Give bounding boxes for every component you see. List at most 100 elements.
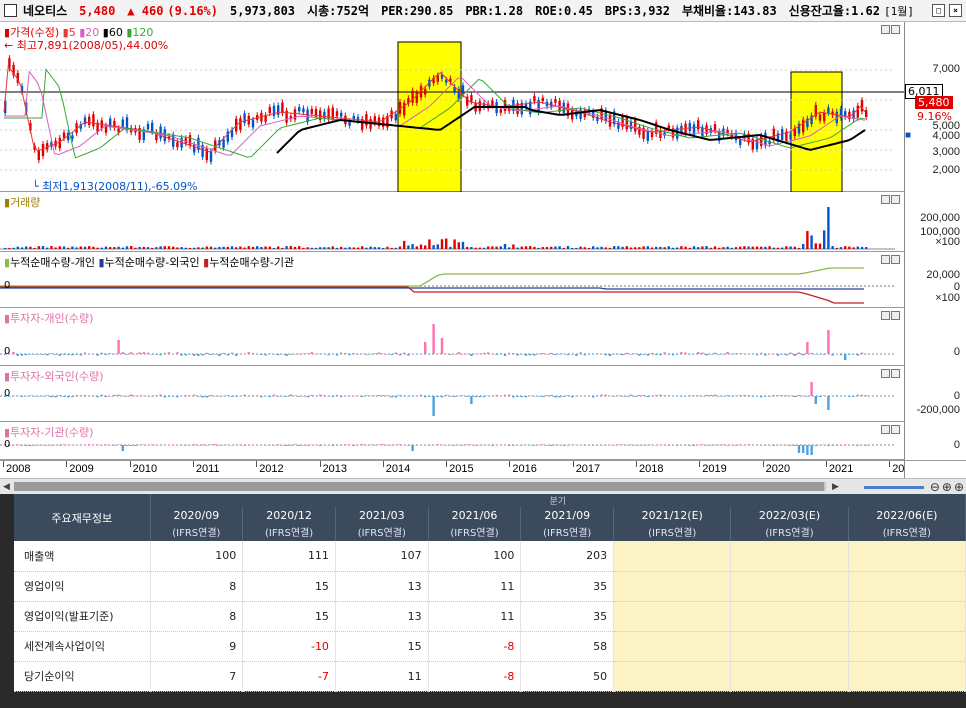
- investor-bar: [592, 354, 595, 355]
- investor-bar: [604, 445, 607, 446]
- zoom-slider[interactable]: [863, 485, 924, 489]
- candle: [403, 102, 406, 116]
- period-selector[interactable]: [1월]: [884, 4, 914, 18]
- table-cell: 58: [520, 631, 615, 662]
- investor-bar: [512, 396, 515, 398]
- investor-bar: [62, 396, 66, 397]
- volume-bar: [394, 247, 397, 249]
- chart-scrollbar[interactable]: ◀ ▶ ⊖ ⊕ ⊕: [0, 478, 966, 494]
- investor-bar: [323, 395, 326, 396]
- candle: [398, 101, 402, 114]
- investor-bar: [541, 353, 544, 354]
- x-tick-mark: [509, 461, 511, 467]
- candle: [285, 110, 288, 123]
- scroll-right-icon[interactable]: ▶: [832, 482, 839, 492]
- investor-bar: [272, 445, 276, 446]
- investor-bar: [394, 352, 397, 354]
- investor-bar: [865, 353, 868, 355]
- candle: [659, 130, 662, 139]
- investor-bar: [596, 353, 599, 354]
- investor-bar: [298, 353, 301, 355]
- pane-controls[interactable]: [881, 25, 900, 34]
- institution-pane-controls[interactable]: [881, 425, 900, 434]
- candle: [319, 110, 322, 120]
- investor-bar: [8, 353, 11, 355]
- investor-bar: [764, 396, 767, 397]
- column-header: 2021/09 (IFRS연결): [520, 507, 615, 541]
- volume-bar: [793, 246, 796, 249]
- individual-pane[interactable]: ▮투자자-개인(수량) 0: [0, 308, 904, 366]
- investor-bar: [230, 396, 234, 397]
- candle: [793, 127, 796, 137]
- stock-name[interactable]: 네오티스: [23, 4, 68, 18]
- volume-bar: [508, 247, 511, 249]
- investor-bar: [478, 445, 481, 446]
- investor-bar: [125, 354, 129, 355]
- investor-bar: [533, 396, 536, 397]
- volume-bar: [390, 247, 393, 249]
- candle: [79, 124, 82, 129]
- close-icon[interactable]: ×: [949, 4, 962, 17]
- row-label: 세전계속사업이익: [14, 631, 151, 662]
- volume-pane[interactable]: ▮거래량: [0, 192, 904, 252]
- candle: [205, 148, 208, 161]
- investor-bar: [545, 445, 549, 446]
- investor-bar: [436, 396, 439, 397]
- investor-bar: [159, 354, 162, 356]
- institution-pane[interactable]: ▮투자자-기관(수량) 0: [0, 422, 904, 460]
- investor-bar: [4, 396, 7, 398]
- price-pane[interactable]: ▮가격(수정) ▮5 ▮20 ▮60 ▮120 ← 최고7,891(2008/0…: [0, 22, 904, 193]
- volume-bar: [155, 247, 158, 249]
- investor-bar: [810, 352, 813, 354]
- zoom-in-icon[interactable]: ⊕: [941, 480, 952, 494]
- investor-bar: [667, 445, 670, 446]
- select-checkbox[interactable]: [4, 4, 17, 17]
- x-tick-mark: [572, 461, 574, 467]
- investor-bar: [445, 445, 448, 446]
- candle: [88, 116, 91, 125]
- investor-bar: [659, 354, 662, 356]
- investor-bar: [188, 354, 192, 355]
- zoom-out-icon[interactable]: ⊖: [929, 480, 940, 494]
- investor-bar: [722, 444, 725, 445]
- candle: [516, 103, 519, 115]
- investor-bar: [251, 395, 255, 396]
- investor-bar: [96, 354, 99, 356]
- investor-bar: [806, 342, 809, 354]
- volume-bar: [256, 246, 259, 249]
- investor-bar: [159, 394, 162, 396]
- scroll-left-icon[interactable]: ◀: [3, 482, 10, 492]
- candle: [503, 100, 507, 112]
- investor-bar: [58, 395, 61, 396]
- investor-bar: [4, 444, 7, 445]
- candle: [37, 150, 40, 161]
- individual-pane-controls[interactable]: [881, 311, 900, 320]
- volume-bar: [67, 247, 70, 249]
- investor-bar: [638, 445, 641, 446]
- foreign-pane-controls[interactable]: [881, 369, 900, 378]
- accum-pane-controls[interactable]: [881, 255, 900, 264]
- foreign-pane[interactable]: ▮투자자-외국인(수량) 0: [0, 366, 904, 422]
- restore-icon[interactable]: □: [932, 4, 945, 17]
- table-cell: [613, 571, 732, 602]
- investor-bar: [810, 382, 813, 396]
- accum-pane[interactable]: ▮누적순매수량-개인 ▮누적순매수량-외국인 ▮누적순매수량-기관 0: [0, 252, 904, 308]
- candle: [184, 138, 187, 144]
- zoom-reset-icon[interactable]: ⊕: [953, 480, 964, 494]
- candle: [751, 138, 754, 150]
- investor-bar: [277, 444, 280, 445]
- investor-bar: [730, 396, 733, 397]
- candle: [415, 92, 418, 103]
- volume-bar: [310, 247, 313, 249]
- investor-bar: [188, 395, 192, 397]
- volume-pane-controls[interactable]: [881, 195, 900, 204]
- volume-bar: [802, 243, 805, 249]
- candle: [835, 111, 838, 124]
- column-basis: (IFRS연결): [357, 528, 406, 539]
- investor-bar: [482, 396, 486, 398]
- scroll-thumb[interactable]: [14, 482, 824, 491]
- volume-bar: [772, 247, 775, 249]
- candle: [96, 122, 99, 132]
- table-row: 영업이익(발표기준) 8 15 13 11 35: [14, 601, 966, 632]
- volume-bar: [440, 239, 444, 249]
